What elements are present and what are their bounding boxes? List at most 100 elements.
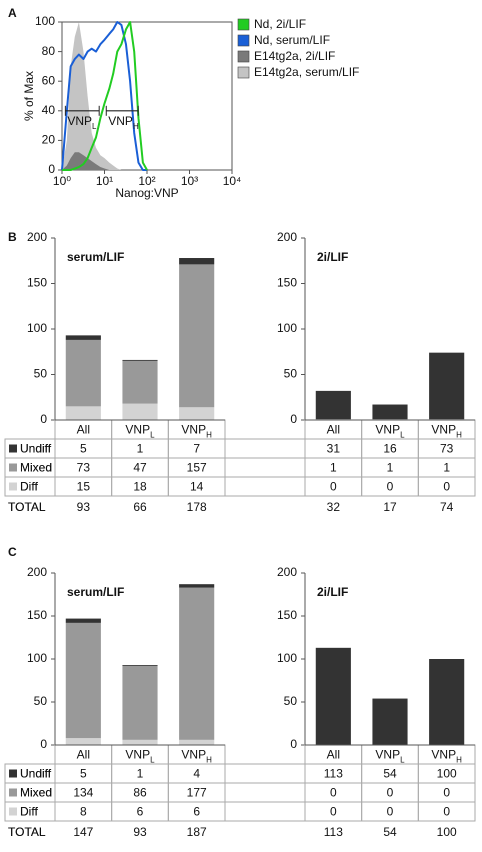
legend-swatch	[237, 18, 250, 31]
table-value: 47	[133, 461, 147, 475]
total-value: 93	[133, 825, 147, 839]
table-value: 31	[327, 442, 341, 456]
legend-swatch	[237, 66, 250, 79]
y-tick-label: 40	[42, 103, 56, 117]
table-value: 0	[387, 786, 394, 800]
table-value: 134	[73, 786, 93, 800]
x-tick-label: 10⁴	[223, 174, 242, 188]
bar-segment	[65, 618, 101, 623]
y-tick-label: 150	[27, 276, 47, 290]
total-value: 74	[440, 500, 454, 514]
total-value: 93	[77, 500, 91, 514]
histogram-line	[62, 21, 148, 171]
bar-segment	[315, 647, 351, 745]
table-value: 4	[193, 767, 200, 781]
total-value: 113	[324, 825, 343, 839]
subscript: H	[133, 121, 139, 130]
table-value: 73	[440, 442, 454, 456]
subscript: L	[400, 430, 405, 439]
bar-segment	[179, 258, 215, 265]
table-value: 8	[80, 805, 87, 819]
table-value: 6	[193, 805, 200, 819]
y-tick-label: 0	[290, 737, 297, 751]
bar-segment	[65, 622, 101, 739]
y-tick-label: 200	[277, 565, 297, 579]
category-label: All	[327, 423, 340, 437]
bar-segment	[179, 584, 215, 588]
category-label: All	[77, 423, 90, 437]
category-label: VNPH	[431, 423, 462, 439]
subscript: H	[456, 755, 462, 764]
table-value: 113	[324, 767, 343, 781]
table-cell	[417, 476, 476, 497]
subscript: L	[400, 755, 405, 764]
y-tick-label: 50	[34, 694, 48, 708]
category-label: VNPL	[375, 748, 405, 764]
y-tick-label: 50	[34, 367, 48, 381]
category-label: VNPL	[125, 423, 155, 439]
table-value: 0	[443, 480, 450, 494]
bar-segment	[65, 738, 101, 745]
y-tick-label: 200	[27, 230, 47, 244]
total-value: 147	[73, 825, 93, 839]
bar-segment	[65, 335, 101, 340]
total-value: 66	[133, 500, 147, 514]
bar-segment	[122, 360, 158, 404]
legend-label: Mixed	[20, 461, 52, 475]
table-value: 157	[187, 461, 207, 475]
legend-label: Undiff	[20, 442, 52, 456]
bar-segment	[429, 352, 465, 420]
table-value: 1	[443, 461, 450, 475]
y-tick-label: 100	[27, 321, 47, 335]
bar-segment	[65, 339, 101, 407]
y-tick-label: 0	[40, 737, 47, 751]
subscript: H	[206, 430, 212, 439]
subscript: L	[92, 121, 97, 130]
table-value: 14	[190, 480, 204, 494]
table-value: 73	[77, 461, 91, 475]
subscript: L	[150, 430, 155, 439]
category-label: VNPL	[125, 748, 155, 764]
bar-segment	[122, 359, 158, 361]
y-tick-label: 20	[42, 133, 56, 147]
legend-swatch	[237, 34, 250, 47]
panel-label: C	[8, 545, 17, 559]
total-label: TOTAL	[8, 825, 46, 839]
bar-segment	[372, 404, 408, 420]
bar-segment	[65, 406, 101, 420]
y-tick-label: 0	[40, 412, 47, 426]
bar-segment	[122, 739, 158, 745]
bar-segment	[179, 407, 215, 420]
legend-label: E14tg2a, 2i/LIF	[254, 49, 335, 63]
bar-segment	[315, 390, 351, 420]
y-tick-label: 0	[290, 412, 297, 426]
table-cell	[417, 801, 476, 822]
gate-label: VNPL	[67, 114, 97, 130]
x-axis-title: Nanog:VNP	[115, 186, 178, 200]
chart-title: serum/LIF	[67, 250, 124, 264]
legend-swatch	[9, 463, 17, 472]
x-tick-label: 10³	[181, 174, 198, 188]
x-tick-label: 10²	[138, 174, 155, 188]
y-tick-label: 200	[277, 230, 297, 244]
y-tick-label: 100	[277, 321, 297, 335]
total-label: TOTAL	[8, 500, 46, 514]
legend-label: Undiff	[20, 767, 52, 781]
legend-swatch	[9, 769, 17, 778]
legend-label: Mixed	[20, 461, 52, 475]
legend-label: Nd, 2i/LIF	[254, 17, 306, 31]
legend-label: Undiff	[20, 442, 52, 456]
y-axis-title: % of Max	[22, 71, 36, 121]
table-value: 0	[330, 786, 337, 800]
legend-label: E14tg2a, serum/LIF	[254, 65, 359, 79]
category-label: VNPH	[181, 748, 212, 764]
table-cell	[4, 801, 306, 822]
table-value: 1	[137, 767, 144, 781]
category-label: VNPH	[181, 423, 212, 439]
table-value: 0	[443, 786, 450, 800]
chart-title: serum/LIF	[67, 585, 124, 599]
table-value: 1	[137, 442, 144, 456]
category-label: VNPL	[375, 423, 405, 439]
table-value: 0	[387, 805, 394, 819]
histogram-line	[61, 21, 147, 171]
